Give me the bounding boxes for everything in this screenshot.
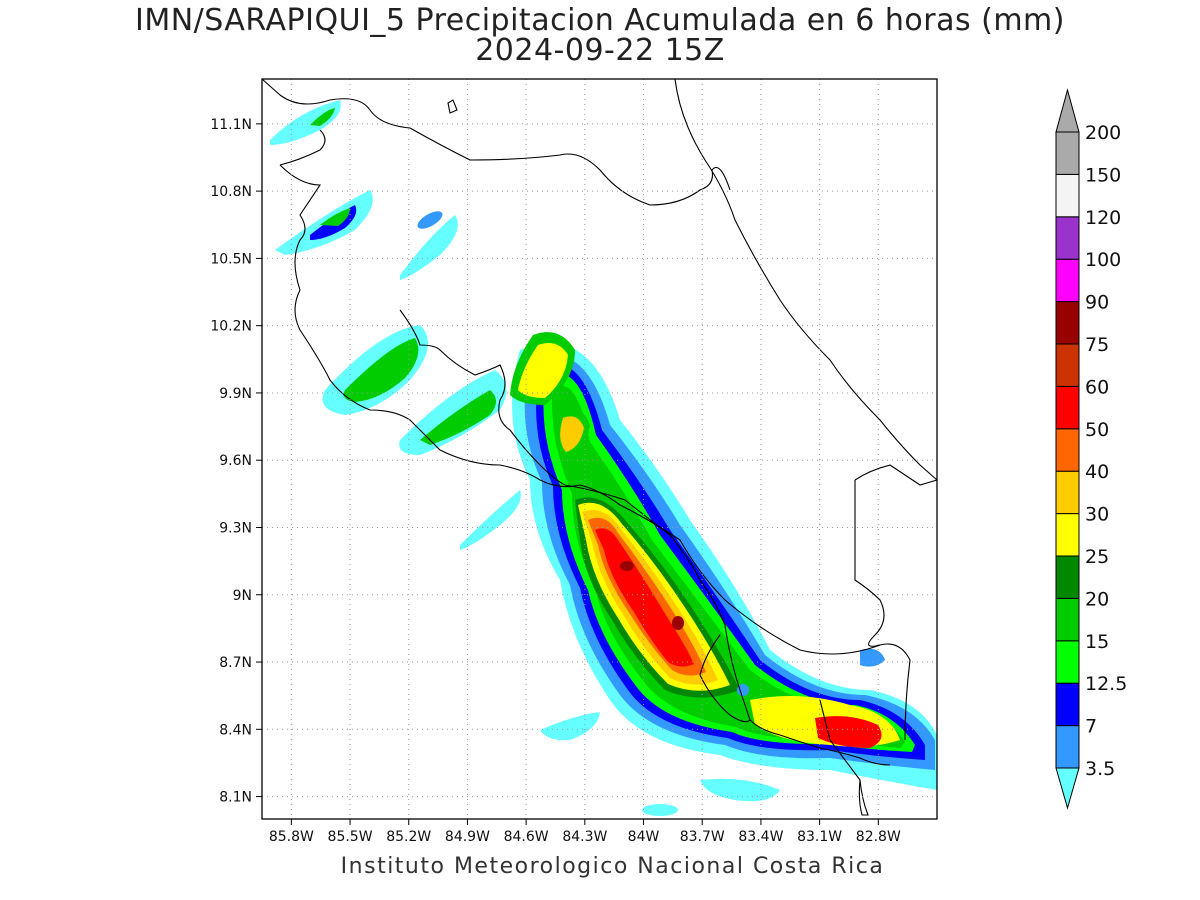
lon-tick-label: 83.7W [680,829,725,845]
lon-tick-label: 84.9W [445,829,490,845]
colorbar-level-label: 120 [1085,207,1121,229]
colorbar-swatch [1055,597,1080,642]
colorbar-swatch [1055,301,1080,345]
colorbar-level-label: 20 [1085,588,1109,610]
colorbar-legend: 3.5 7 12.5 15 20 25 30 40 50 60 75 90 100 120 150 200 [1055,88,1127,810]
lat-tick-label: 11.1N [210,117,252,133]
coastline-borders [261,78,938,816]
lat-tick-label: 9.9N [219,386,252,402]
map-plot-area [261,78,938,820]
colorbar-swatch [1055,131,1080,175]
lon-tick-label: 85.2W [386,829,431,845]
colorbar-swatch [1055,428,1080,472]
chart-subtitle-date: 2024-09-22 15Z [475,33,725,68]
lon-tick-label: 83.4W [738,829,783,845]
colorbar-level-label: 12.5 [1085,673,1127,695]
colorbar-upper-arrow [1055,88,1080,133]
colorbar-level-label: 90 [1085,292,1109,314]
lat-tick-label: 10.5N [210,251,252,267]
lat-tick-label: 8.4N [219,722,252,738]
lat-tick-label: 9.6N [219,453,252,469]
colorbar-level-label: 40 [1085,461,1109,483]
map-frame [261,78,938,820]
colorbar-swatch [1055,555,1080,599]
colorbar-swatch [1055,343,1080,387]
rain-band-north [270,100,885,816]
precipitation-field [270,100,937,816]
colorbar-swatch [1055,640,1080,684]
lat-tick-label: 10.2N [210,319,252,335]
colorbar-level-label: 3.5 [1085,758,1115,780]
chart-title: IMN/SARAPIQUI_5 Precipitacion Acumulada … [135,3,1065,38]
lat-tick-label: 8.7N [219,655,252,671]
lat-lon-grid [262,79,937,819]
lon-tick-label: 85.5W [328,829,373,845]
lon-tick-label: 84W [628,829,660,845]
colorbar-swatch [1055,725,1080,769]
longitude-tick-labels: 85.8W 85.5W 85.2W 84.9W 84.6W 84.3W 84W 83.7W 83… [269,819,901,845]
colorbar-swatch [1055,513,1080,557]
colorbar-level-label: 15 [1085,631,1109,653]
latitude-tick-labels: 8.1N 8.4N 8.7N 9N 9.3N 9.6N 9.9N 10.2N 10.5N 10.8… [210,117,262,806]
colorbar-level-label: 60 [1085,376,1109,398]
lon-tick-label: 84.6W [504,829,549,845]
lon-tick-label: 82.8W [856,829,901,845]
lat-tick-label: 9.3N [219,520,252,536]
colorbar-level-label: 75 [1085,334,1109,356]
colorbar-swatch [1055,682,1080,727]
colorbar-swatch [1055,385,1080,430]
colorbar-swatch [1055,216,1080,260]
colorbar-level-label: 30 [1085,504,1109,526]
colorbar-swatch [1055,470,1080,515]
lon-tick-label: 85.8W [269,829,314,845]
lat-tick-label: 10.8N [210,184,252,200]
lat-tick-label: 9N [233,588,252,604]
colorbar-level-label: 7 [1085,716,1097,738]
credit-text: Instituto Meteorologico Nacional Costa R… [340,854,885,879]
colorbar-level-label: 50 [1085,419,1109,441]
colorbar-swatch [1055,173,1080,218]
colorbar-level-label: 25 [1085,546,1109,568]
colorbar-level-label: 150 [1085,164,1121,186]
colorbar-level-label: 100 [1085,249,1121,271]
colorbar-swatch [1055,258,1080,303]
lat-tick-label: 8.1N [219,790,252,806]
rain-band-main [510,332,937,790]
lon-tick-label: 84.3W [562,829,607,845]
lon-tick-label: 83.1W [797,829,842,845]
colorbar-level-label: 200 [1085,122,1121,144]
colorbar-lower-arrow [1055,767,1080,810]
